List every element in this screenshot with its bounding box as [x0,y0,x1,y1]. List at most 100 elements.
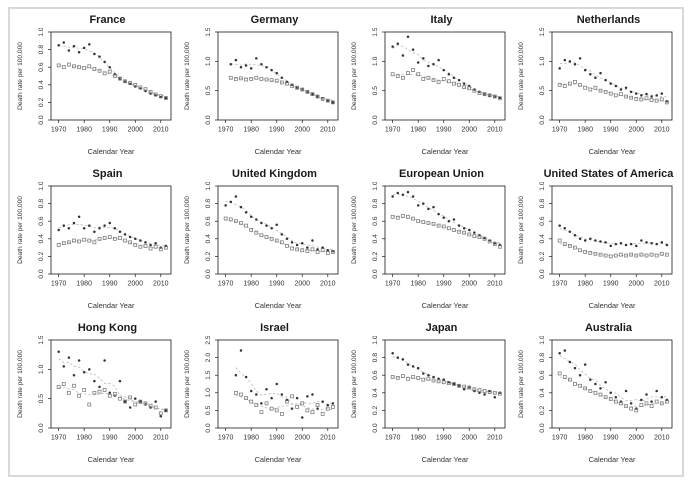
data-point-filled [107,391,111,395]
y-tick-label: 0.6 [372,216,379,226]
data-point-open [107,69,112,74]
data-point-filled [280,393,283,396]
data-point-filled [598,240,602,243]
data-point-filled [578,237,581,241]
data-point-open [603,89,607,94]
data-point-open [557,82,562,87]
data-point-open [395,74,400,78]
data-point-filled [563,58,566,62]
data-point-open [81,237,86,242]
data-point-filled [629,242,632,246]
data-point-filled [97,226,101,230]
data-point-filled [254,57,258,60]
data-point-filled [249,67,252,70]
scatter-plot-hong-kong: 1970 1980 1990 2000 2010 0.0 0.5 1.0 1.5 Death ra… [17,336,171,464]
data-point-open [315,250,319,254]
trend-line-open-points [559,83,667,102]
data-point-open [441,380,446,385]
data-point-open [659,97,664,102]
data-point-filled [300,416,304,419]
plot-panel-germany: Germany 1970 1980 1990 2000 2010 0.0 0.5 1.0 1.5… [179,11,346,165]
data-point-filled [557,67,561,70]
data-point-open [71,238,76,243]
x-tick-label: 1970 [50,127,66,134]
data-point-open [456,82,461,87]
data-point-filled [614,84,617,88]
x-tick-label: 2000 [127,281,143,288]
data-point-open [238,392,243,397]
trend-line-filled-points [235,367,333,406]
data-point-open [259,410,263,415]
data-point-open [71,383,76,388]
data-point-open [598,252,602,257]
data-point-filled [159,415,162,418]
data-point-open [664,252,669,257]
trend-line-filled-points [58,224,166,246]
data-point-filled [87,368,91,371]
data-point-filled [457,384,460,388]
data-point-filled [436,58,440,62]
panel-title: United Kingdom [232,168,317,180]
data-point-open [487,390,492,394]
x-tick-label: 1980 [243,435,259,442]
data-point-open [76,239,81,244]
x-tick-label: 2010 [653,127,669,134]
x-tick-label: 1970 [551,435,567,442]
data-point-open [582,250,587,254]
data-point-open [567,243,572,248]
data-point-filled [644,241,648,244]
data-point-filled [588,72,592,76]
scatter-plot-united-states-of-america: 1970 1980 1990 2000 2010 0.0 0.2 0.4 0.6 0.8 1.0 De… [518,182,672,310]
data-point-filled [406,35,409,38]
data-point-filled [660,241,663,244]
data-point-open [618,401,623,406]
x-axis-label: Calendar Year [254,147,301,156]
data-point-open [461,230,466,235]
x-axis-label: Calendar Year [254,455,301,464]
data-point-filled [82,226,85,230]
data-point-open [117,396,122,401]
data-point-filled [143,241,147,244]
plot-box [384,31,505,121]
data-point-open [61,241,66,246]
data-point-filled [608,244,612,248]
data-point-open [572,382,577,386]
data-point-filled [614,242,617,246]
data-point-open [436,80,440,84]
data-point-open [153,244,158,249]
data-point-filled [578,57,581,60]
data-point-open [426,376,430,381]
data-point-filled [441,68,445,72]
data-point-open [633,408,638,413]
x-tick-label: 1980 [410,281,426,288]
y-axis-label: Death rate per 100,000 [351,350,358,418]
data-point-open [259,233,263,238]
data-point-open [305,89,309,94]
plot-panel-france: France 1970 1980 1990 2000 2010 0.0 0.2 0.4 0.6 0… [12,11,179,165]
data-point-filled [421,202,425,205]
data-point-open [587,87,592,92]
data-point-open [56,63,61,68]
plot-box [217,31,338,121]
data-point-open [66,390,71,395]
data-point-open [228,217,233,222]
data-point-open [299,87,304,92]
data-point-open [330,250,335,254]
trend-line-filled-points [58,45,166,98]
data-point-open [649,98,653,102]
y-axis-label: Death rate per 100,000 [351,42,358,110]
y-tick-label: 0.2 [205,251,212,261]
data-point-open [81,66,86,70]
data-point-open [426,75,430,80]
data-point-filled [164,96,167,100]
data-point-open [492,94,497,99]
data-point-filled [123,400,126,403]
data-point-filled [326,403,329,407]
data-point-open [243,223,248,228]
data-point-open [441,77,446,81]
data-point-open [112,74,117,78]
x-tick-label: 2000 [127,435,143,442]
data-point-filled [295,243,298,247]
data-point-filled [624,86,627,89]
data-point-open [238,221,243,225]
